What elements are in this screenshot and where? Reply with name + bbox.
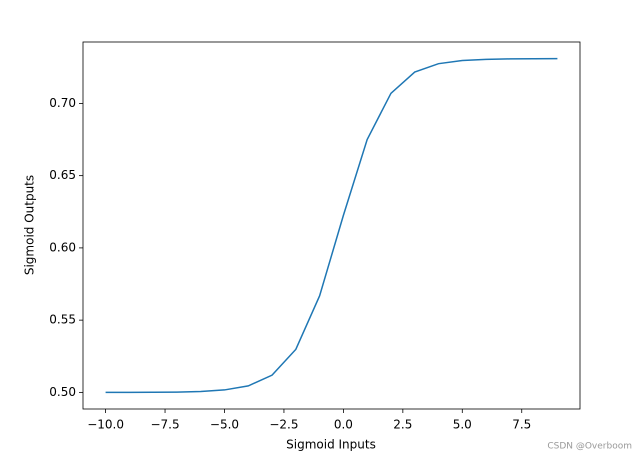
y-tick-label: 0.65 (49, 168, 76, 182)
x-tick-label: 5.0 (453, 418, 472, 432)
plot-frame (82, 41, 581, 410)
x-tick-label: −5.0 (210, 418, 239, 432)
x-axis-label: Sigmoid Inputs (286, 438, 376, 452)
x-tick-label: 2.5 (393, 418, 412, 432)
x-tick-label: 7.5 (512, 418, 531, 432)
watermark: CSDN @Overboom (547, 442, 632, 452)
x-tick-label: −2.5 (269, 418, 298, 432)
y-tick-label: 0.70 (49, 96, 76, 110)
line-series (105, 57, 558, 394)
x-tick-label: 0.0 (334, 418, 353, 432)
y-axis-label: Sigmoid Outputs (23, 175, 37, 275)
y-tick-label: 0.50 (49, 385, 76, 399)
x-tick-label: −10.0 (87, 418, 124, 432)
x-tick-label: −7.5 (150, 418, 179, 432)
y-tick-label: 0.60 (49, 240, 76, 254)
y-tick-label: 0.55 (49, 313, 76, 327)
